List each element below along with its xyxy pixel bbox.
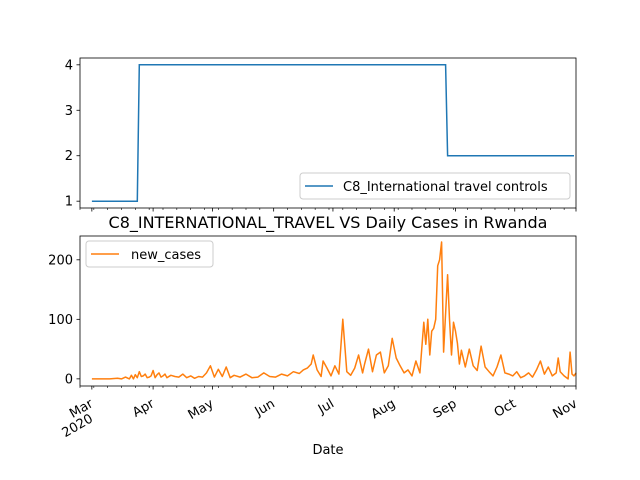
top-legend-label: C8_International travel controls <box>343 180 548 195</box>
bottom-legend-box <box>85 240 214 268</box>
bottom-legend: new_cases <box>85 240 214 268</box>
bottom-chart-title: C8_INTERNATIONAL_TRAVEL VS Daily Cases i… <box>109 213 548 233</box>
top-x-ticks <box>79 208 577 212</box>
bottom-axes-frame <box>79 235 577 387</box>
bottom-y-tick-label: 100 <box>48 313 73 328</box>
bottom-y-tick-label: 0 <box>65 372 73 387</box>
top-axes-frame <box>79 57 577 209</box>
new-cases-line <box>91 241 577 380</box>
top-legend: C8_International travel controls <box>299 172 571 200</box>
top-y-tick-label: 2 <box>65 149 73 164</box>
top-y-tick-label: 1 <box>65 195 73 210</box>
top-y-tick-label: 4 <box>65 58 73 73</box>
top-subplot: 1 2 3 4 C8_International travel controls <box>65 57 577 212</box>
bottom-legend-label: new_cases <box>131 248 201 263</box>
top-y-tick-label: 3 <box>65 104 73 119</box>
x-axis-label: Date <box>312 443 343 458</box>
bottom-y-tick-label: 200 <box>48 253 73 268</box>
travel-controls-line <box>91 64 574 202</box>
bottom-y-ticks: 0 100 200 <box>48 253 80 387</box>
bottom-x-tick-label: Jul <box>315 396 337 417</box>
top-legend-box <box>299 172 571 200</box>
top-y-ticks: 1 2 3 4 <box>65 58 80 210</box>
